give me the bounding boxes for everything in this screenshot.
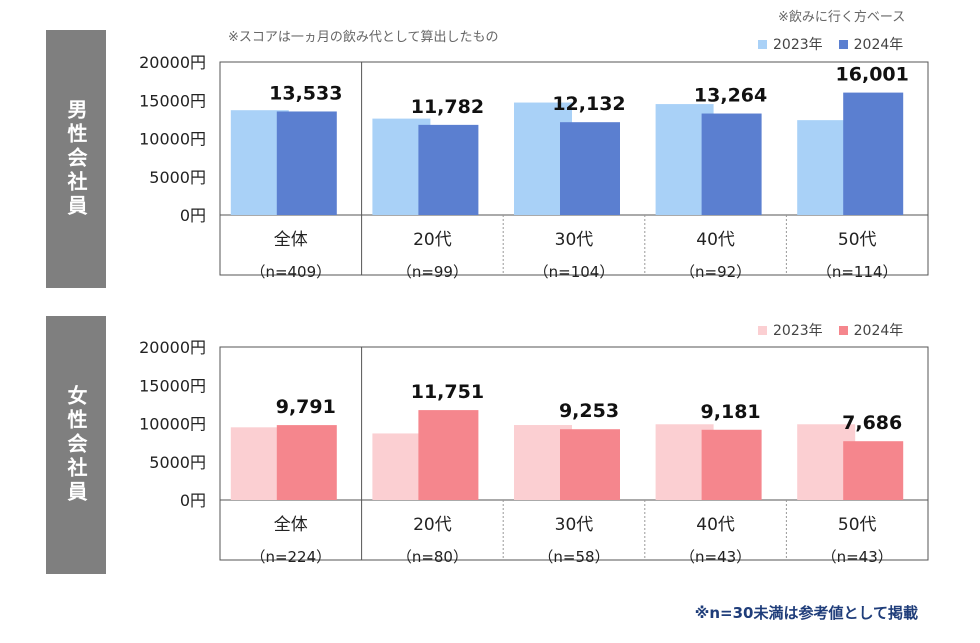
data-label: 13,264 [694,85,767,107]
male-legend: 2023年 2024年 [758,34,903,54]
data-label: 11,782 [411,96,484,118]
female-panel-label: 女性会社員 [46,316,106,574]
legend-item-2024: 2024年 [838,320,904,340]
category-label: 50代 [838,515,877,535]
bar-2024 [276,425,337,500]
bar-2024 [560,429,620,500]
sample-size-label: （n=43） [680,548,751,566]
y-tick-label: 0円 [180,491,206,510]
bar-2024 [418,124,479,215]
bar-2024 [843,441,904,500]
sample-size-label: （n=409） [250,263,331,281]
legend-swatch-2023 [758,325,767,335]
bar-2024 [560,122,620,215]
y-tick-label: 5000円 [149,453,206,472]
legend-swatch-2024 [838,325,848,335]
legend-item-2024: 2024年 [838,34,904,54]
data-label: 7,686 [842,412,902,434]
category-label: 30代 [555,230,594,250]
bar-2023 [372,433,431,500]
bar-2023 [797,120,856,215]
category-label: 40代 [696,230,735,250]
bar-2024 [276,111,337,215]
legend-item-2023: 2023年 [758,320,823,340]
male-panel-label: 男性会社員 [46,30,106,288]
bar-2023 [230,110,289,215]
bar-2024 [843,92,904,215]
category-label: 50代 [838,230,877,250]
data-label: 9,791 [276,396,336,418]
y-tick-label: 20000円 [139,53,206,72]
legend-label-2024: 2024年 [853,323,904,339]
sample-size-label: （n=104） [534,263,615,281]
bar-2023 [230,427,289,500]
bar-2024 [701,113,762,215]
chart-frame [219,61,929,276]
sample-size-label: （n=224） [250,548,331,566]
y-tick-label: 20000円 [139,338,206,357]
female-legend: 2023年 2024年 [758,320,903,340]
sample-size-label: （n=92） [680,263,751,281]
bar-2023 [372,118,431,215]
footer-note: ※n=30未満は参考値として掲載 [694,604,918,622]
sample-size-label: （n=58） [538,548,609,566]
bar-2023 [514,425,572,500]
category-label: 20代 [413,515,452,535]
data-label: 9,253 [559,400,619,422]
bar-2023 [797,424,856,500]
legend-swatch-2024 [838,39,848,49]
legend-label-2024: 2024年 [853,37,904,53]
bar-2023 [655,424,714,500]
sample-size-label: （n=99） [397,263,468,281]
y-tick-label: 0円 [180,206,206,225]
category-label: 40代 [696,515,735,535]
category-label: 全体 [274,230,308,250]
legend-item-2023: 2023年 [758,34,823,54]
bar-2023 [514,102,572,215]
legend-label-2023: 2023年 [773,37,823,53]
chart-frame [219,346,929,561]
data-label: 12,132 [552,93,625,115]
score-note: ※スコアは一ヵ月の飲み代として算出したもの [228,30,499,45]
data-label: 13,533 [269,82,342,104]
category-label: 20代 [413,230,452,250]
bar-2024 [701,429,762,500]
sample-size-label: （n=80） [397,548,468,566]
base-note: ※飲みに行く方ベース [778,10,906,25]
data-label: 9,181 [701,401,761,423]
y-tick-label: 5000円 [149,168,206,187]
legend-swatch-2023 [758,39,767,49]
y-tick-label: 15000円 [139,91,206,110]
category-label: 全体 [274,515,308,535]
data-label: 11,751 [411,381,484,403]
y-tick-label: 10000円 [139,415,206,434]
y-tick-label: 10000円 [139,130,206,149]
sample-size-label: （n=43） [822,548,893,566]
data-label: 16,001 [836,64,909,86]
bar-2024 [418,410,479,500]
y-tick-label: 15000円 [139,376,206,395]
category-label: 30代 [555,515,594,535]
legend-label-2023: 2023年 [773,323,823,339]
bar-2023 [655,104,714,215]
sample-size-label: （n=114） [817,263,898,281]
